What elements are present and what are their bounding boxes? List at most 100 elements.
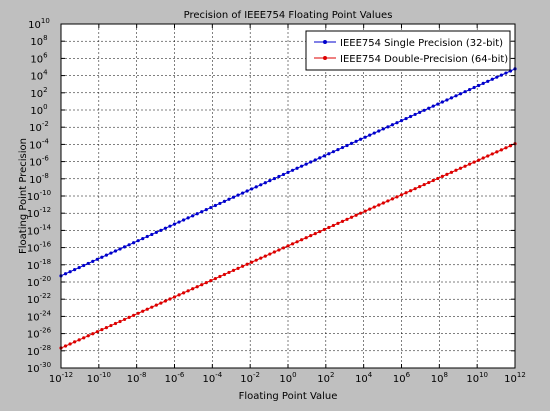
legend-box: [305, 30, 511, 71]
series-point-single: [418, 110, 422, 114]
series-point-single: [100, 255, 104, 259]
series-point-single: [354, 139, 358, 143]
series-point-double: [399, 193, 404, 197]
y-tick-label: 10-30: [27, 361, 51, 375]
y-tick-label: 108: [30, 34, 47, 48]
series-point-double: [458, 166, 463, 170]
series-point-single: [122, 245, 127, 249]
series-point-single: [381, 127, 385, 131]
series-point-single: [154, 230, 158, 234]
series-point-double: [118, 319, 122, 324]
series-point-single: [268, 179, 272, 183]
series-point-double: [200, 283, 204, 287]
series-point-single: [445, 98, 449, 102]
series-point-single: [295, 166, 299, 170]
series-point-single: [104, 253, 108, 257]
series-point-single: [386, 125, 390, 129]
series-point-single: [486, 79, 490, 83]
series-point-single: [113, 249, 118, 253]
series-point-single: [136, 239, 140, 243]
series-point-single: [200, 210, 204, 214]
y-tick-label: 102: [30, 86, 47, 100]
series-point-single: [73, 268, 77, 272]
series-point-double: [336, 221, 340, 225]
series-point-single: [186, 216, 190, 220]
series-point-double: [132, 313, 136, 317]
series-point-double: [377, 203, 381, 207]
legend-marker-double: [323, 56, 327, 60]
series-point-single: [272, 176, 276, 181]
y-tick-label: 100: [30, 103, 47, 117]
series-point-single: [159, 228, 163, 232]
y-tick-label: 10-10: [27, 189, 51, 203]
series-point-double: [322, 227, 326, 232]
series-point-single: [504, 71, 508, 75]
series-point-double: [113, 321, 118, 326]
x-tick-label: 10-10: [87, 371, 111, 385]
series-point-single: [304, 162, 308, 166]
series-point-single: [286, 170, 290, 174]
series-point-double: [449, 170, 454, 174]
x-tick-label: 104: [355, 371, 373, 385]
series-point-double: [427, 180, 431, 185]
series-point-single: [404, 116, 408, 121]
series-point-double: [413, 187, 417, 191]
series-point-single: [340, 145, 345, 150]
series-point-double: [431, 178, 435, 183]
x-axis-label: Floating Point Value: [239, 391, 338, 402]
series-point-single: [254, 185, 258, 189]
series-point-single: [127, 243, 131, 247]
series-point-double: [154, 303, 158, 307]
chart-title: Precision of IEEE754 Floating Point Valu…: [184, 10, 393, 21]
series-point-single: [259, 183, 263, 187]
series-point-double: [372, 205, 376, 209]
series-point-double: [241, 264, 245, 268]
series-point-double: [363, 209, 367, 213]
x-tick-labels: 10-12 10-10 10-8 10-6 10-4 10-2 100 102 104 106 10…: [49, 371, 526, 385]
series-point-double: [422, 182, 426, 187]
series-point-single: [95, 257, 99, 261]
series-point-double: [77, 338, 81, 342]
series-point-double: [481, 156, 485, 160]
series-point-single: [449, 96, 454, 100]
series-point-double: [236, 266, 240, 270]
series-point-double: [463, 164, 467, 168]
series-point-double: [231, 268, 236, 272]
series-point-double: [100, 328, 104, 332]
x-tick-label: 1012: [504, 371, 526, 385]
series-point-double: [318, 229, 322, 234]
series-point-single: [318, 156, 322, 160]
series-point-double: [408, 189, 413, 193]
series-point-double: [191, 287, 195, 291]
series-point-double: [286, 244, 290, 248]
series-point-single: [181, 218, 186, 222]
series-point-single: [195, 212, 199, 216]
series-point-double: [141, 309, 145, 313]
series-point-double: [177, 293, 181, 297]
series-point-single: [499, 73, 503, 77]
series-point-single: [477, 83, 481, 88]
x-tick-label: 100: [279, 371, 296, 385]
series-point-double: [354, 213, 358, 217]
series-point-single: [368, 133, 372, 137]
x-tick-label: 10-8: [127, 371, 147, 385]
x-tick-label: 10-4: [202, 371, 222, 385]
y-tick-label: 106: [30, 51, 48, 65]
series-point-double: [73, 340, 77, 344]
series-point-single: [399, 119, 404, 123]
series-point-double: [82, 336, 86, 340]
series-point-double: [227, 270, 231, 275]
series-point-double: [440, 174, 444, 179]
series-point-single: [359, 137, 363, 141]
series-point-single: [413, 112, 417, 117]
series-point-double: [122, 317, 127, 322]
series-point-single: [177, 220, 181, 224]
series-point-single: [390, 123, 395, 127]
series-point-single: [222, 199, 227, 203]
series-point-double: [259, 256, 263, 260]
grid-lines: [61, 24, 515, 368]
series-point-double: [63, 344, 68, 348]
x-tick-label: 10-12: [49, 371, 73, 385]
y-tick-label: 10-6: [29, 155, 49, 169]
series-point-double: [477, 158, 481, 162]
